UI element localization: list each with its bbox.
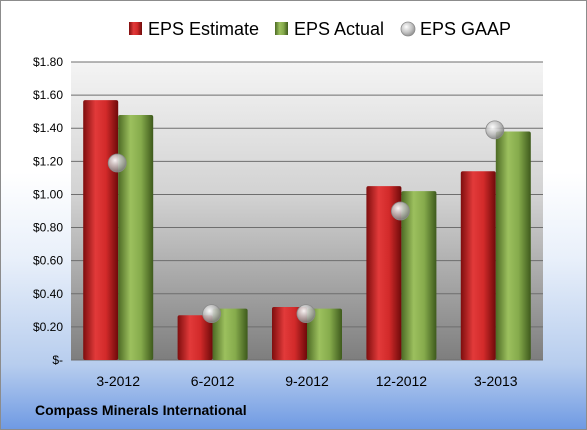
x-tick-label: 6-2012 [191, 373, 235, 389]
y-tick-label: $0.20 [33, 320, 63, 334]
point-eps-gaap [202, 304, 222, 324]
legend-swatch [400, 21, 416, 37]
y-tick-label: $1.20 [33, 154, 63, 168]
company-name: Compass Minerals International [35, 402, 247, 418]
legend: EPS Estimate EPS Actual EPS GAAP [129, 19, 511, 39]
legend-estimate: EPS Estimate [129, 19, 259, 39]
y-tick-label: $1.40 [33, 121, 63, 135]
bar-eps-actual [118, 114, 154, 360]
x-tick-label: 12-2012 [376, 373, 428, 389]
legend-swatch [275, 22, 288, 35]
bar-eps-estimate [177, 315, 213, 360]
bar-eps-estimate [272, 307, 307, 360]
legend-label: EPS Actual [294, 19, 384, 39]
y-tick-label: $1.80 [33, 55, 63, 69]
y-tick-label: $1.60 [33, 88, 63, 102]
legend-actual: EPS Actual [275, 19, 384, 39]
point-eps-gaap [390, 201, 410, 221]
point-eps-gaap [296, 304, 316, 324]
x-tick-label: 3-2013 [474, 373, 518, 389]
x-tick-label: 3-2012 [96, 373, 140, 389]
point-eps-gaap [107, 153, 127, 173]
y-tick-label: $0.60 [33, 254, 63, 268]
bar-eps-actual [212, 308, 248, 360]
legend-label: EPS GAAP [420, 19, 511, 39]
x-tick-label: 9-2012 [285, 373, 329, 389]
y-tick-label: $- [52, 353, 63, 367]
legend-swatch [129, 22, 142, 35]
point-eps-gaap [485, 120, 505, 140]
bar-eps-actual [401, 191, 437, 360]
x-axis: 3-2012 6-2012 9-2012 12-2012 3-2013 [96, 373, 517, 389]
y-tick-label: $1.00 [33, 187, 63, 201]
legend-label: EPS Estimate [148, 19, 259, 39]
bar-eps-estimate [83, 100, 119, 361]
bar-eps-estimate [366, 186, 402, 360]
bar-eps-actual [307, 308, 342, 360]
legend-gaap: EPS GAAP [400, 19, 511, 39]
bar-eps-actual [495, 131, 531, 360]
y-tick-label: $0.80 [33, 221, 63, 235]
gaap-points [107, 120, 505, 324]
y-tick-label: $0.40 [33, 287, 63, 301]
bar-eps-estimate [460, 171, 496, 360]
y-axis: $- $0.20 $0.40 $0.60 $0.80 $1.00 $1.20 $1.40 $1.… [33, 55, 63, 367]
